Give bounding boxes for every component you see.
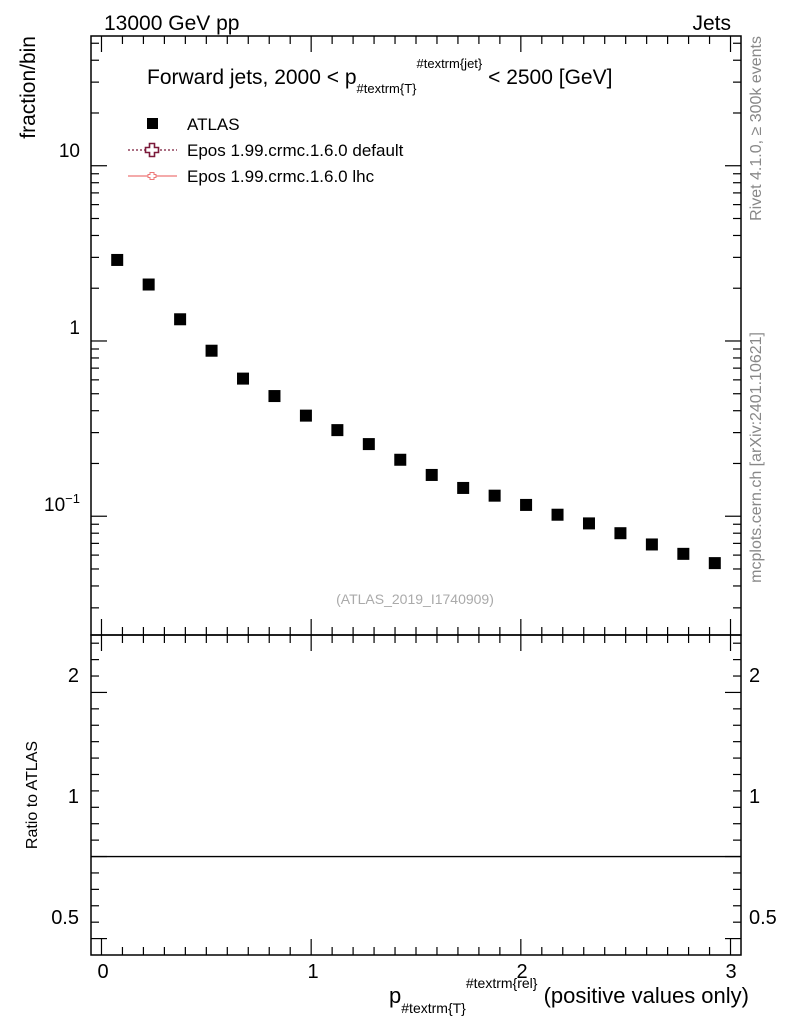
atlas-point [582, 517, 595, 530]
ratio-ytick-2-left: 2 [68, 665, 79, 687]
legend-label-lhc: Epos 1.99.crmc.1.6.0 lhc [187, 167, 375, 186]
legend-marker-default [144, 142, 160, 158]
atlas-point [205, 344, 218, 357]
title-post: < 2500 [GeV] [482, 66, 612, 89]
legend-label-atlas: ATLAS [187, 115, 240, 134]
atlas-point [551, 508, 564, 521]
legend-marker-lhc [147, 172, 157, 180]
atlas-point [362, 438, 375, 451]
xtick-label-3: 3 [725, 961, 736, 983]
atlas-point [331, 424, 344, 437]
xtick-label-2: 2 [516, 961, 527, 983]
ratio-ytick-0p5-left: 0.5 [51, 907, 79, 929]
rivet-label: Rivet 4.1.0, ≥ 300k events [748, 36, 765, 221]
atlas-point [677, 547, 690, 560]
ratio-ytick-2-right: 2 [749, 665, 760, 687]
ratio-ylabel: Ratio to ATLAS [24, 741, 41, 849]
atlas-point [111, 253, 124, 266]
atlas-data-points [111, 253, 721, 570]
xlabel-post: (positive values only) [537, 983, 749, 1008]
atlas-point [425, 468, 438, 481]
ytick-label-0p1-base: 10 [44, 495, 65, 516]
ratio-axis-ticks [91, 635, 741, 955]
ytick-label-0p1: 10−1 [44, 491, 80, 516]
ratio-ytick-1-right: 1 [749, 786, 760, 808]
atlas-point [142, 278, 155, 291]
atlas-point [488, 489, 501, 502]
ytick-label-0p1-exp: −1 [65, 491, 80, 506]
atlas-point [394, 453, 407, 466]
header-left: 13000 GeV pp [104, 12, 239, 35]
atlas-point [237, 372, 250, 385]
ratio-ytick-1-left: 1 [68, 786, 79, 808]
atlas-point [299, 409, 312, 422]
atlas-point [614, 527, 627, 540]
analysis-watermark: (ATLAS_2019_I1740909) [336, 591, 494, 607]
xlabel-sub: #textrm{T} [401, 1000, 466, 1016]
atlas-point [457, 481, 470, 494]
atlas-point [174, 313, 187, 326]
ytick-label-10: 10 [59, 141, 80, 162]
legend-label-default: Epos 1.99.crmc.1.6.0 default [187, 141, 404, 160]
main-title: Forward jets, 2000 < p#textrm{T} #textrm{… [147, 56, 612, 96]
mcplots-label: mcplots.cern.ch [arXiv:2401.10621] [748, 332, 765, 583]
title-sup: #textrm{jet} [417, 56, 483, 71]
legend-marker-atlas [147, 118, 158, 129]
ratio-ytick-0p5-right: 0.5 [749, 907, 777, 929]
atlas-point [520, 498, 533, 511]
main-axis-ticks [91, 36, 741, 635]
x-axis-label: p#textrm{T}#textrm{rel} (positive values… [389, 975, 749, 1016]
legend: ATLAS Epos 1.99.crmc.1.6.0 default Epos … [128, 115, 404, 186]
header-right: Jets [692, 12, 731, 35]
title-sub: #textrm{T} [357, 81, 418, 96]
title-pre: Forward jets, 2000 < p [147, 66, 357, 89]
xtick-label-1: 1 [307, 961, 318, 983]
xlabel-sup: #textrm{rel} [466, 975, 538, 991]
main-ylabel: fraction/bin [17, 36, 40, 139]
atlas-point [645, 538, 658, 551]
ytick-label-1: 1 [69, 318, 80, 339]
xlabel-pre: p [389, 983, 401, 1008]
xtick-label-0: 0 [97, 961, 108, 983]
atlas-point [268, 390, 281, 403]
ratio-panel-frame [90, 634, 742, 956]
atlas-point [708, 557, 721, 570]
